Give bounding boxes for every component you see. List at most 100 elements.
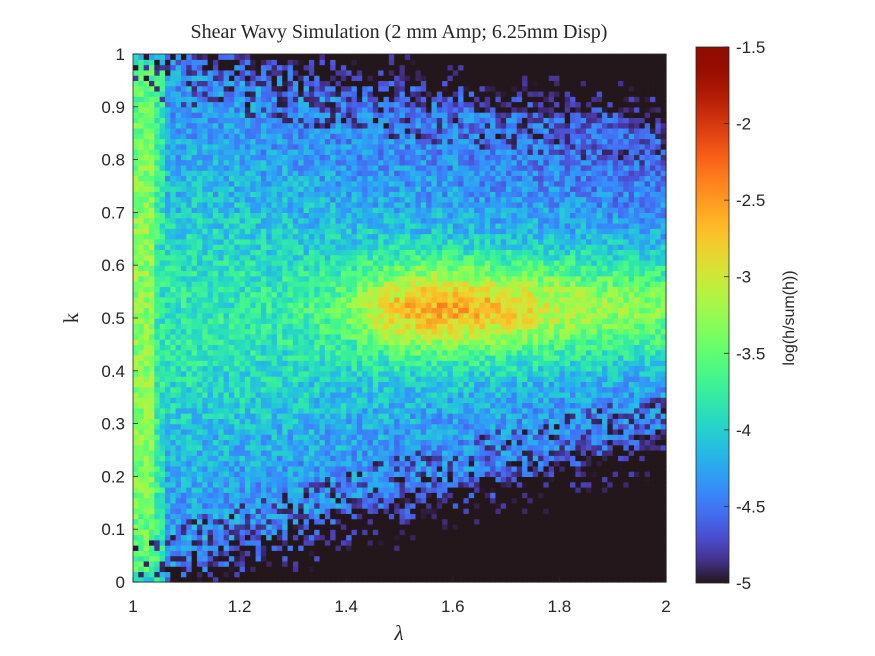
heatmap-cell <box>564 370 571 377</box>
heatmap-cell <box>148 571 155 578</box>
heatmap-cell <box>522 460 529 467</box>
heatmap-cell <box>479 476 486 483</box>
heatmap-cell <box>612 534 619 541</box>
heatmap-cell <box>133 386 139 393</box>
heatmap-cell <box>362 354 369 361</box>
heatmap-cell <box>255 513 262 520</box>
heatmap-cell <box>335 318 342 324</box>
heatmap-cell <box>591 444 598 451</box>
heatmap-cell <box>660 428 667 435</box>
heatmap-cell <box>644 333 651 340</box>
heatmap-cell <box>319 550 326 557</box>
heatmap-cell <box>228 434 235 441</box>
heatmap-cell <box>255 492 262 499</box>
heatmap-cell <box>319 318 326 324</box>
heatmap-cell <box>346 481 353 488</box>
heatmap-cell <box>154 354 161 361</box>
heatmap-cell <box>623 502 630 509</box>
heatmap-cell <box>298 349 305 356</box>
heatmap-cell <box>516 439 523 446</box>
heatmap-cell <box>495 428 502 435</box>
heatmap-cell <box>612 386 619 393</box>
heatmap-cell <box>335 486 342 493</box>
heatmap-cell <box>458 360 465 367</box>
heatmap-cell <box>207 508 214 514</box>
heatmap-cell <box>164 534 171 541</box>
heatmap-cell <box>133 518 139 525</box>
heatmap-cell <box>452 529 459 536</box>
heatmap-cell <box>250 508 257 514</box>
heatmap-cell <box>618 571 624 578</box>
heatmap-cell <box>431 529 438 536</box>
heatmap-cell <box>474 550 481 557</box>
heatmap-cell <box>548 508 555 514</box>
heatmap-cell <box>394 550 401 557</box>
heatmap-cell <box>660 365 667 372</box>
heatmap-cell <box>634 444 640 451</box>
heatmap-cell <box>452 397 459 404</box>
heatmap-cell <box>298 497 305 504</box>
heatmap-cell <box>388 360 395 367</box>
heatmap-cell <box>314 428 321 435</box>
heatmap-cell <box>399 508 406 514</box>
heatmap-cell <box>436 460 443 467</box>
heatmap-cell <box>138 397 145 404</box>
heatmap-cell <box>463 576 470 583</box>
heatmap-cell <box>458 376 465 382</box>
heatmap-cell <box>399 529 406 536</box>
heatmap-cell <box>255 497 262 504</box>
heatmap-cell <box>452 391 459 398</box>
heatmap-cell <box>570 529 576 536</box>
heatmap-cell <box>490 439 497 446</box>
heatmap-cell <box>186 439 193 446</box>
heatmap-cell <box>255 423 262 430</box>
heatmap-cell <box>559 550 566 557</box>
heatmap-cell <box>372 386 379 393</box>
heatmap-cell <box>394 413 401 419</box>
heatmap-cell <box>394 476 401 483</box>
heatmap-cell <box>223 318 230 324</box>
heatmap-cell <box>175 486 182 493</box>
heatmap-cell <box>543 418 550 425</box>
heatmap-cell <box>452 407 459 414</box>
heatmap-cell <box>383 370 390 377</box>
heatmap-cell <box>468 413 475 419</box>
heatmap-cell <box>394 460 401 467</box>
heatmap-cell <box>607 518 614 525</box>
heatmap-cell <box>415 450 422 456</box>
heatmap-cell <box>239 397 246 404</box>
heatmap-cell <box>516 318 523 324</box>
heatmap-cell <box>170 391 177 398</box>
heatmap-cell <box>458 571 465 578</box>
heatmap-cell <box>404 497 411 504</box>
heatmap-cell <box>196 518 203 525</box>
heatmap-cell <box>447 376 454 382</box>
heatmap-cell <box>351 349 358 356</box>
heatmap-cell <box>228 344 235 351</box>
heatmap-cell <box>602 339 608 345</box>
heatmap-cell <box>138 534 145 541</box>
heatmap-cell <box>234 555 241 562</box>
heatmap-cell <box>490 534 497 541</box>
heatmap-cell <box>228 439 235 446</box>
heatmap-cell <box>538 576 545 583</box>
heatmap-cell <box>223 450 230 456</box>
heatmap-cell <box>378 545 385 551</box>
heatmap-cell <box>570 476 576 483</box>
heatmap-cell <box>143 370 150 377</box>
heatmap-cell <box>410 450 417 456</box>
heatmap-cell <box>394 566 401 573</box>
heatmap-cell <box>634 413 640 419</box>
heatmap-cell <box>244 486 251 493</box>
heatmap-cell <box>559 391 566 398</box>
heatmap-cell <box>586 413 592 419</box>
heatmap-cell <box>388 486 395 493</box>
heatmap-cell <box>639 344 646 351</box>
heatmap-cell <box>458 460 465 467</box>
heatmap-cell <box>650 418 656 425</box>
heatmap-cell <box>655 550 662 557</box>
heatmap-cell <box>314 465 321 472</box>
heatmap-cell <box>463 434 470 441</box>
heatmap-cell <box>223 539 230 546</box>
heatmap-cell <box>372 360 379 367</box>
